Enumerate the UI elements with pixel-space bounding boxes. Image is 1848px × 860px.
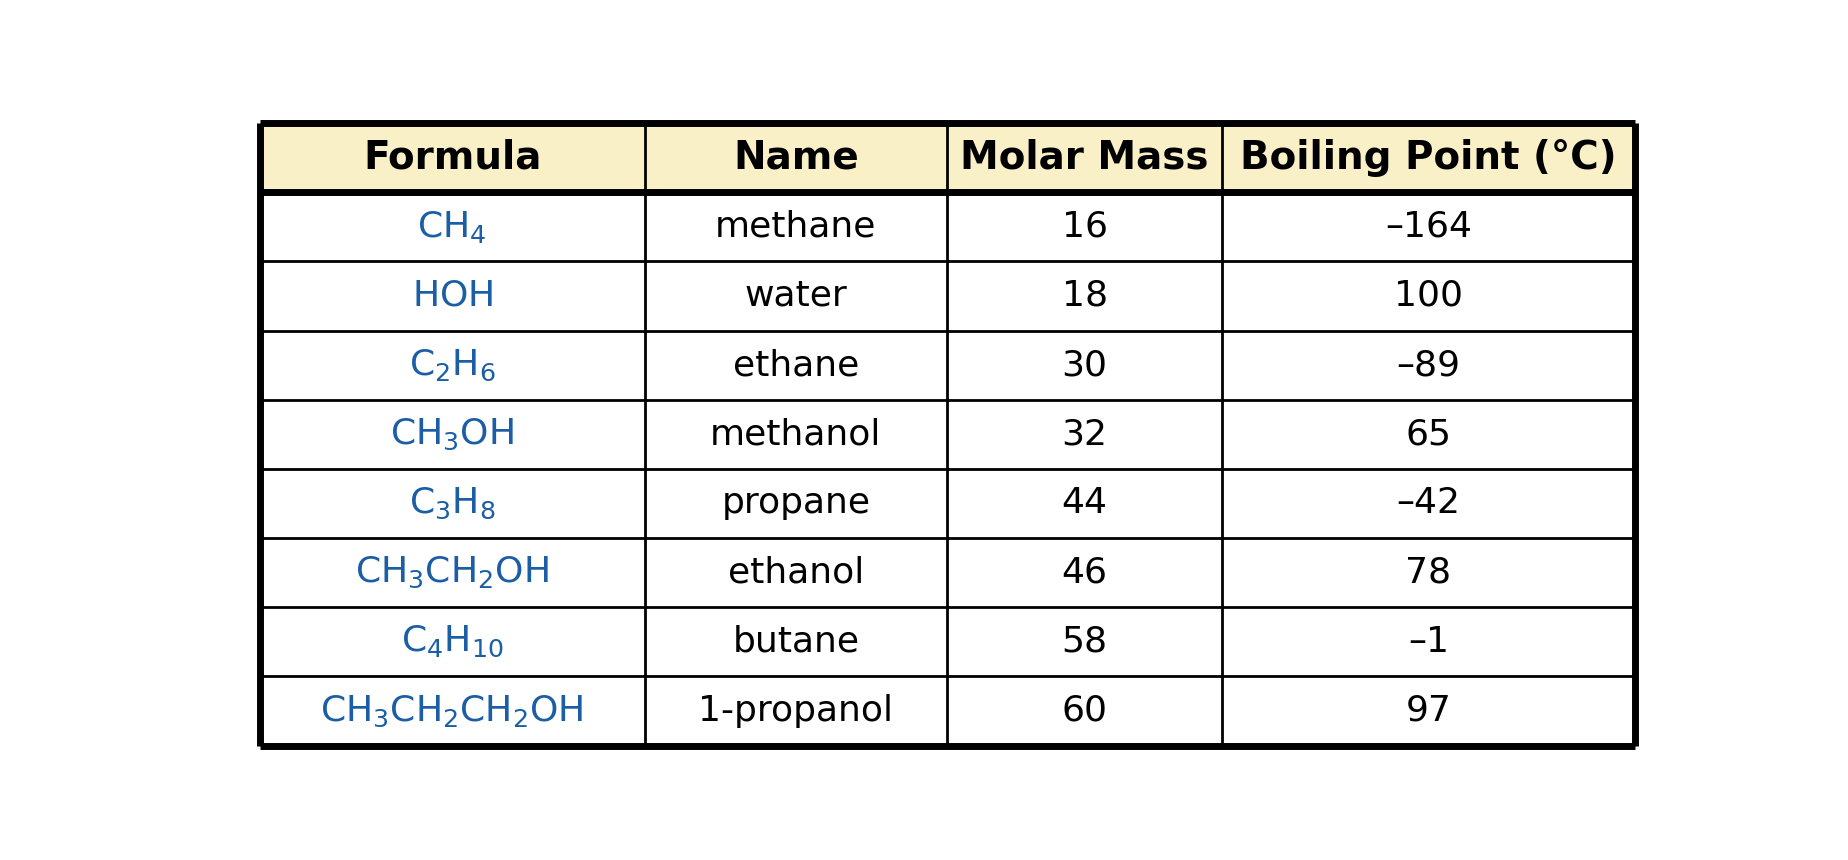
- Bar: [1222, 676, 1635, 746]
- Text: Formula: Formula: [362, 138, 541, 176]
- Text: $\mathrm{CH}_{4}$: $\mathrm{CH}_{4}$: [418, 209, 486, 245]
- Text: butane: butane: [732, 624, 859, 659]
- Text: 30: 30: [1061, 348, 1107, 382]
- Text: 97: 97: [1404, 694, 1451, 728]
- Text: ethanol: ethanol: [728, 556, 865, 590]
- Bar: [948, 538, 1222, 607]
- Text: 100: 100: [1393, 279, 1464, 313]
- Bar: [259, 123, 645, 193]
- Text: $\mathrm{CH}_{3}\mathrm{CH}_{2}\mathrm{CH}_{2}\mathrm{OH}$: $\mathrm{CH}_{3}\mathrm{CH}_{2}\mathrm{C…: [320, 693, 584, 728]
- Bar: [645, 123, 948, 193]
- Bar: [948, 400, 1222, 469]
- Text: 18: 18: [1061, 279, 1107, 313]
- Bar: [1222, 123, 1635, 193]
- Bar: [1222, 538, 1635, 607]
- Bar: [1222, 469, 1635, 538]
- Bar: [1222, 330, 1635, 400]
- Text: Boiling Point (°C): Boiling Point (°C): [1240, 138, 1617, 176]
- Text: 60: 60: [1061, 694, 1107, 728]
- Bar: [645, 400, 948, 469]
- Text: 44: 44: [1061, 487, 1107, 520]
- Bar: [948, 676, 1222, 746]
- Bar: [259, 607, 645, 676]
- Text: Name: Name: [734, 138, 859, 176]
- Text: 65: 65: [1404, 417, 1451, 452]
- Text: 58: 58: [1061, 624, 1107, 659]
- Text: water: water: [745, 279, 846, 313]
- Text: 16: 16: [1061, 210, 1107, 244]
- Text: –89: –89: [1397, 348, 1460, 382]
- Bar: [645, 469, 948, 538]
- Bar: [948, 123, 1222, 193]
- Bar: [259, 261, 645, 330]
- Text: propane: propane: [721, 487, 870, 520]
- Text: 32: 32: [1061, 417, 1107, 452]
- Text: $\mathrm{CH}_{3}\mathrm{CH}_{2}\mathrm{OH}$: $\mathrm{CH}_{3}\mathrm{CH}_{2}\mathrm{O…: [355, 555, 549, 590]
- Text: ethane: ethane: [734, 348, 859, 382]
- Bar: [645, 676, 948, 746]
- Bar: [645, 607, 948, 676]
- Bar: [645, 330, 948, 400]
- Text: 1-propanol: 1-propanol: [699, 694, 893, 728]
- Text: 46: 46: [1061, 556, 1107, 590]
- Bar: [645, 261, 948, 330]
- Bar: [948, 193, 1222, 261]
- Bar: [259, 538, 645, 607]
- Bar: [1222, 193, 1635, 261]
- Bar: [645, 193, 948, 261]
- Text: –1: –1: [1408, 624, 1449, 659]
- Text: –164: –164: [1384, 210, 1471, 244]
- Text: Molar Mass: Molar Mass: [961, 138, 1209, 176]
- Bar: [259, 400, 645, 469]
- Bar: [1222, 607, 1635, 676]
- Text: methane: methane: [715, 210, 876, 244]
- Text: –42: –42: [1397, 487, 1460, 520]
- Bar: [948, 330, 1222, 400]
- Bar: [645, 538, 948, 607]
- Bar: [948, 469, 1222, 538]
- Bar: [1222, 261, 1635, 330]
- Bar: [948, 607, 1222, 676]
- Text: $\mathrm{CH}_{3}\mathrm{OH}$: $\mathrm{CH}_{3}\mathrm{OH}$: [390, 416, 514, 452]
- Text: $\mathrm{C}_{2}\mathrm{H}_{6}$: $\mathrm{C}_{2}\mathrm{H}_{6}$: [408, 347, 495, 383]
- Text: $\mathrm{C}_{3}\mathrm{H}_{8}$: $\mathrm{C}_{3}\mathrm{H}_{8}$: [408, 486, 495, 521]
- Bar: [259, 676, 645, 746]
- Bar: [1222, 400, 1635, 469]
- Text: methanol: methanol: [710, 417, 881, 452]
- Bar: [259, 193, 645, 261]
- Bar: [948, 261, 1222, 330]
- Bar: [259, 469, 645, 538]
- Bar: [259, 330, 645, 400]
- Text: $\mathrm{C}_{4}\mathrm{H}_{10}$: $\mathrm{C}_{4}\mathrm{H}_{10}$: [401, 624, 503, 660]
- Text: 78: 78: [1404, 556, 1451, 590]
- Text: $\mathrm{HOH}$: $\mathrm{HOH}$: [412, 279, 493, 313]
